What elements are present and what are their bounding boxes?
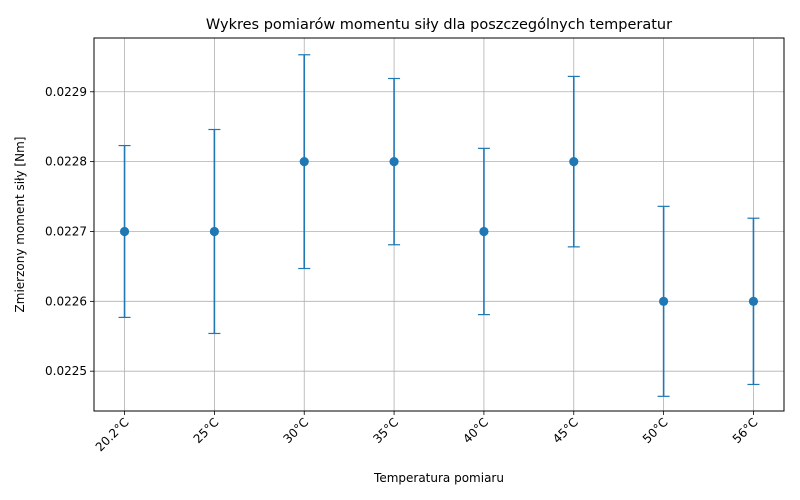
data-point	[659, 296, 669, 306]
data-point	[748, 296, 759, 306]
data-point	[479, 226, 489, 237]
data-point	[299, 157, 309, 167]
plot-frame	[93, 37, 785, 412]
y-tick-label: 0.0225	[45, 364, 87, 378]
chart-title: Wykres pomiarów momentu siły dla poszcze…	[206, 17, 672, 33]
data-point	[569, 157, 579, 167]
data-point	[119, 226, 130, 237]
data-point	[209, 226, 219, 237]
data-point	[389, 157, 399, 167]
y-tick-label: 0.0227	[45, 224, 87, 238]
y-tick-label: 0.0228	[45, 155, 87, 169]
y-tick-label: 0.0229	[45, 85, 87, 99]
x-axis-label: Temperatura pomiaru	[373, 471, 504, 485]
series	[118, 54, 760, 397]
y-tick-label: 0.0226	[45, 294, 87, 308]
y-axis: 0.0225 0.0226 0.0227 0.0228 0.0229	[45, 85, 94, 378]
y-axis-label: Zmierzony moment siły [Nm]	[13, 137, 27, 313]
